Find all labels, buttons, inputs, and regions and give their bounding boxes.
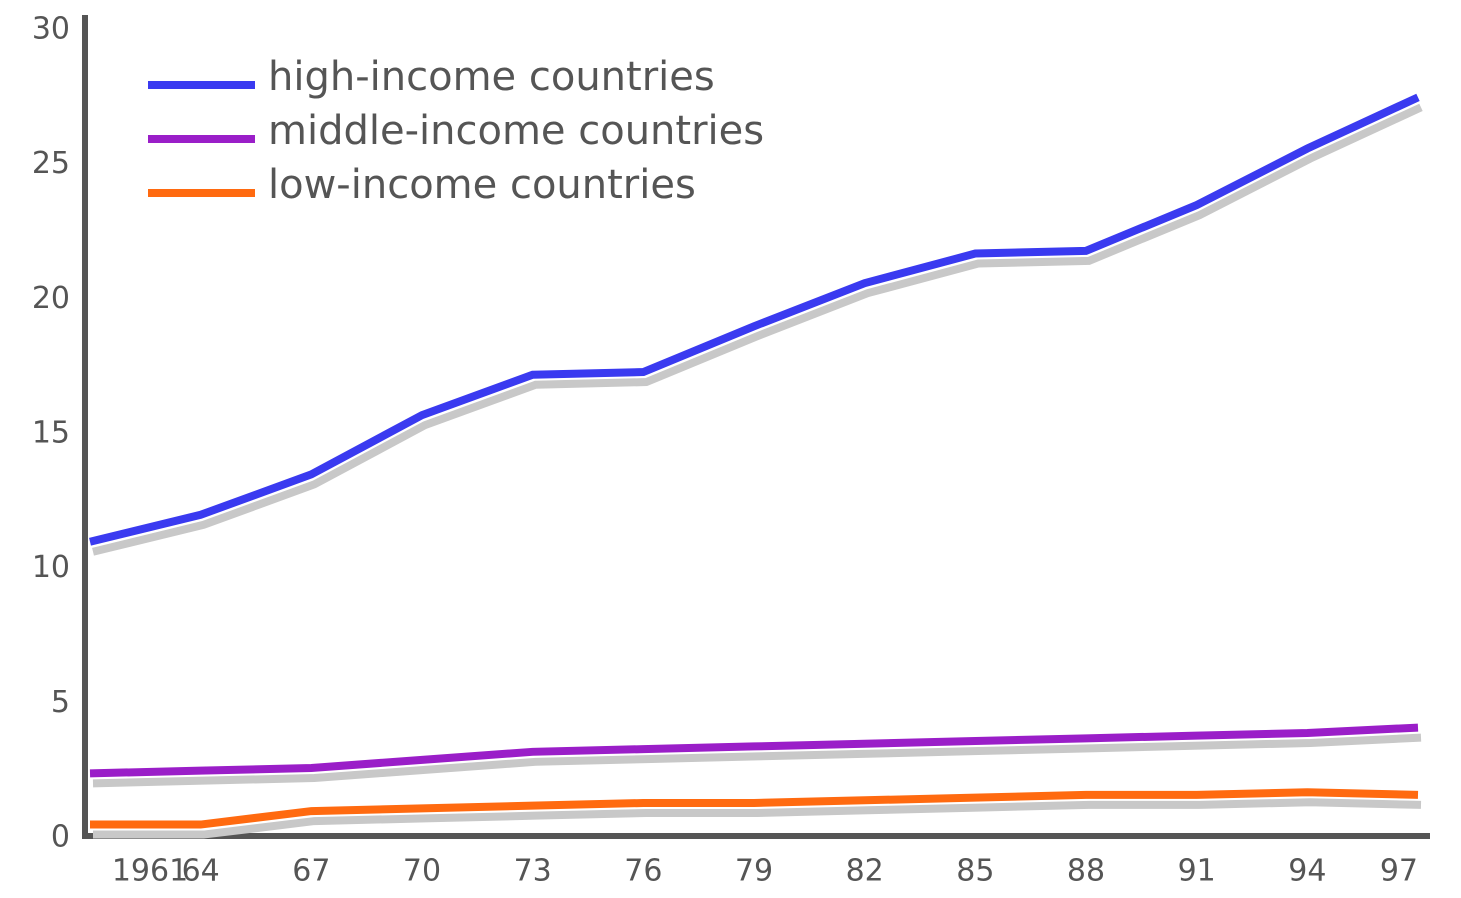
x-tick-label: 79 [735, 854, 773, 889]
line-shadow [92, 733, 1422, 788]
y-tick-label: 15 [32, 416, 70, 451]
line-shadow [92, 103, 1423, 556]
legend-label: middle-income countries [268, 108, 764, 154]
x-tick-label: 73 [514, 854, 552, 889]
y-tick-label: 30 [32, 12, 70, 47]
legend-label: low-income countries [268, 162, 696, 208]
x-tick-label: 1961 [112, 854, 188, 889]
y-tick-label: 0 [51, 820, 70, 855]
line [90, 788, 1419, 829]
x-tick-label: 67 [292, 854, 330, 889]
x-tick-label: 88 [1067, 854, 1105, 889]
line-shadow [93, 798, 1422, 839]
x-tick-label: 76 [624, 854, 662, 889]
x-tick-label: 97 [1380, 854, 1418, 889]
x-tick-label: 82 [846, 854, 884, 889]
x-tick-label: 85 [956, 854, 994, 889]
line [89, 723, 1419, 778]
x-tick-label: 94 [1288, 854, 1326, 889]
y-tick-label: 5 [51, 685, 70, 720]
x-tick-label: 91 [1178, 854, 1216, 889]
y-tick-label: 20 [32, 281, 70, 316]
line [89, 93, 1420, 546]
legend-label: high-income countries [268, 54, 715, 100]
x-tick-label: 70 [403, 854, 441, 889]
x-tick-label: 64 [182, 854, 220, 889]
y-tick-label: 10 [32, 550, 70, 585]
y-tick-label: 25 [32, 146, 70, 181]
